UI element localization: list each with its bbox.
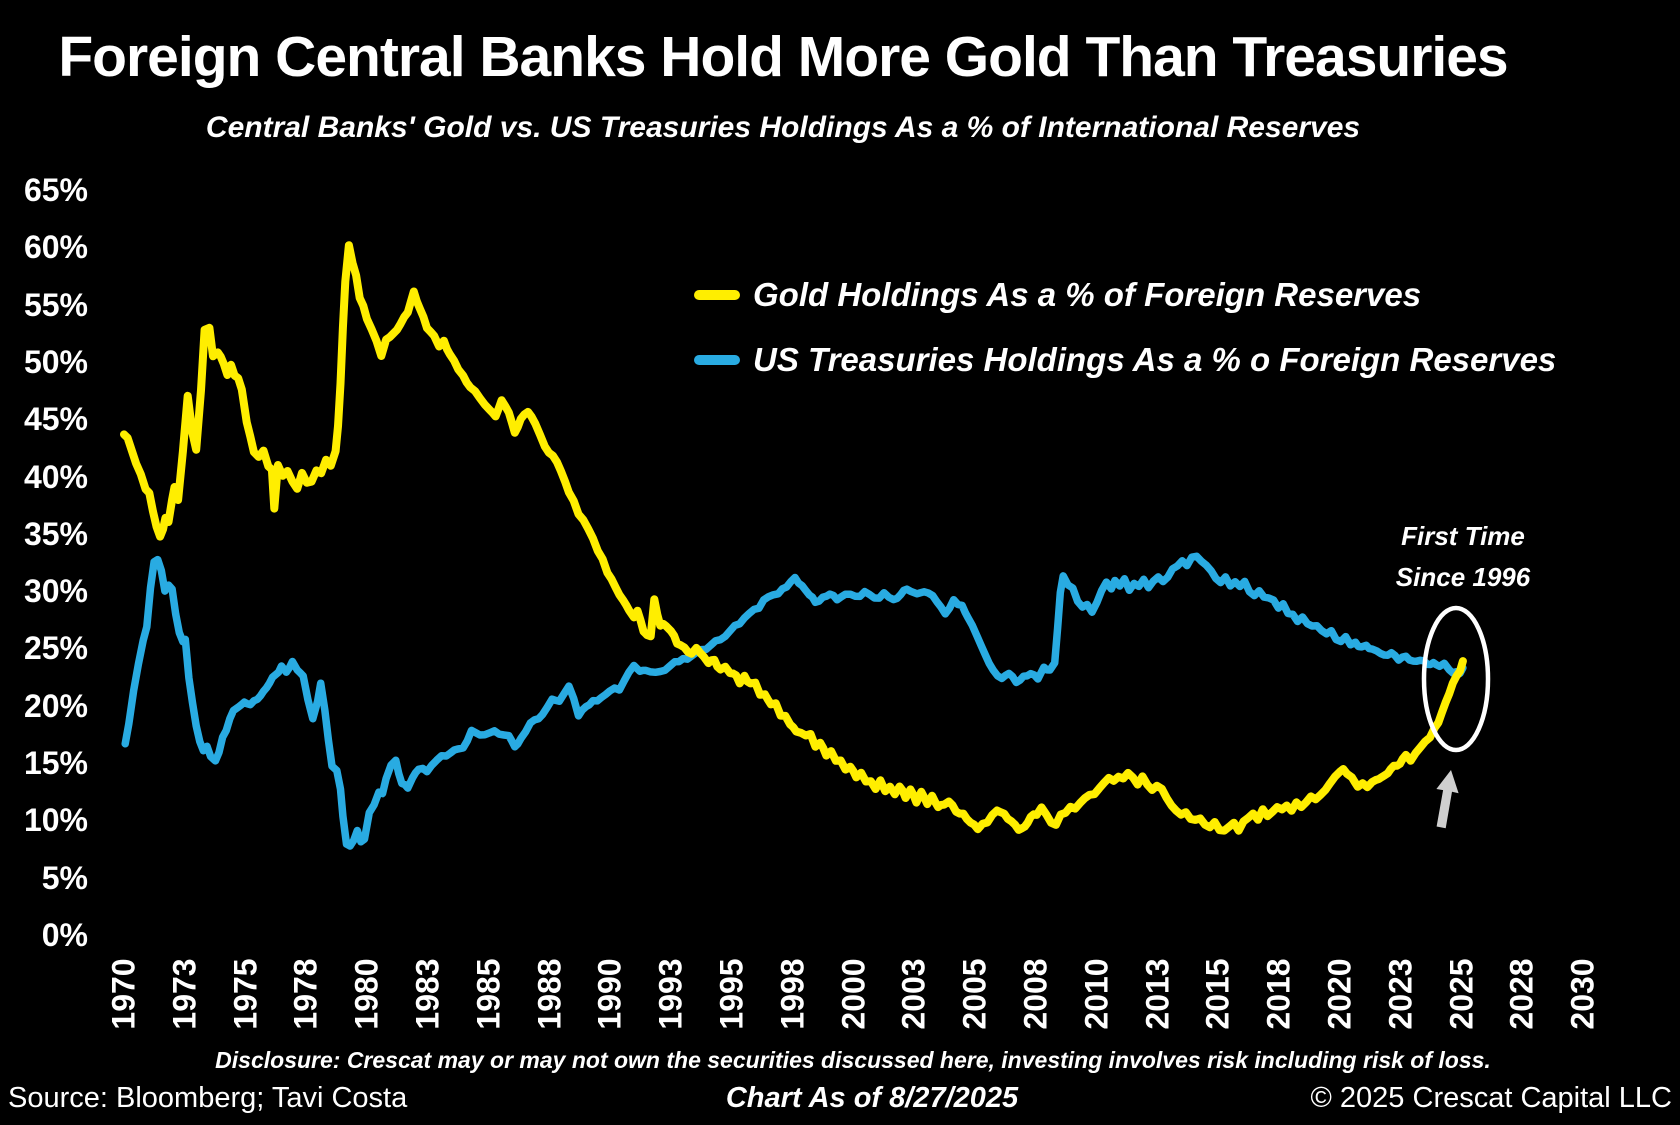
y-tick-label: 10% — [23, 802, 88, 839]
legend: Gold Holdings As a % of Foreign Reserves… — [694, 276, 1557, 378]
y-tick-label: 45% — [23, 401, 88, 438]
x-tick-label: 2018 — [1260, 958, 1297, 1030]
annotation-text: First Time Since 1996 — [1396, 516, 1530, 598]
x-tick-label: 2010 — [1078, 958, 1115, 1030]
x-tick-label: 2005 — [956, 958, 993, 1030]
legend-label-gold: Gold Holdings As a % of Foreign Reserves — [753, 276, 1422, 313]
treasuries-line-swatch-icon — [694, 355, 740, 365]
as-of-text: Chart As of 8/27/2025 — [725, 1082, 1019, 1114]
y-tick-label: 55% — [23, 286, 88, 323]
x-tick-label: 2020 — [1321, 958, 1358, 1030]
y-tick-label: 40% — [23, 458, 88, 495]
x-tick-label: 1983 — [409, 958, 446, 1030]
y-tick-label: 50% — [23, 343, 88, 380]
x-tick-label: 2003 — [895, 958, 932, 1030]
up-arrow-icon — [1436, 770, 1459, 829]
treasuries-line — [121, 552, 1467, 850]
source-text: Source: Bloomberg; Tavi Costa — [8, 1082, 408, 1114]
x-tick-label: 2008 — [1017, 958, 1054, 1030]
annotation-line-1: First Time — [1401, 521, 1525, 551]
x-tick-label: 2000 — [835, 958, 872, 1030]
x-tick-label: 1970 — [105, 958, 142, 1030]
y-tick-label: 65% — [23, 172, 88, 208]
x-tick-label: 1975 — [227, 958, 264, 1030]
x-tick-label: 1985 — [470, 958, 507, 1030]
highlight-ellipse-icon — [1421, 605, 1491, 753]
legend-item-treasuries: US Treasuries Holdings As a % o Foreign … — [694, 341, 1557, 378]
legend-label-treasuries: US Treasuries Holdings As a % o Foreign … — [753, 341, 1557, 378]
chart-subtitle: Central Banks' Gold vs. US Treasuries Ho… — [205, 111, 1361, 144]
x-tick-label: 1973 — [166, 958, 203, 1030]
x-tick-label: 2030 — [1564, 958, 1601, 1030]
legend-item-gold: Gold Holdings As a % of Foreign Reserves — [694, 276, 1556, 313]
x-tick-label: 2015 — [1199, 958, 1236, 1030]
y-tick-label: 20% — [23, 687, 88, 724]
x-tick-label: 1988 — [531, 958, 568, 1030]
page-title: Foreign Central Banks Hold More Gold Tha… — [58, 25, 1508, 89]
y-tick-label: 15% — [23, 745, 88, 782]
x-tick-label: 1998 — [774, 958, 811, 1030]
y-tick-label: 0% — [41, 917, 88, 953]
x-tick-label: 2028 — [1503, 958, 1540, 1030]
y-tick-label: 5% — [41, 859, 88, 896]
gold-line-swatch-icon — [694, 290, 740, 300]
x-tick-label: 2025 — [1443, 958, 1480, 1030]
annotation-line-2: Since 1996 — [1395, 562, 1531, 592]
y-tick-label: 30% — [23, 573, 88, 610]
y-tick-label: 35% — [23, 515, 88, 552]
x-tick-label: 2023 — [1382, 958, 1419, 1030]
disclosure-text: Disclosure: Crescat may or may not own t… — [215, 1047, 1491, 1073]
y-tick-label: 60% — [23, 229, 88, 266]
copyright-text: © 2025 Crescat Capital LLC — [1310, 1082, 1673, 1114]
y-tick-label: 25% — [23, 630, 88, 667]
x-tick-label: 1980 — [348, 958, 385, 1030]
gold-line — [120, 241, 1467, 835]
x-tick-label: 1990 — [591, 958, 628, 1030]
x-tick-label: 1978 — [287, 958, 324, 1030]
x-tick-label: 2013 — [1139, 958, 1176, 1030]
x-tick-label: 1995 — [713, 958, 750, 1030]
x-tick-label: 1993 — [652, 958, 689, 1030]
